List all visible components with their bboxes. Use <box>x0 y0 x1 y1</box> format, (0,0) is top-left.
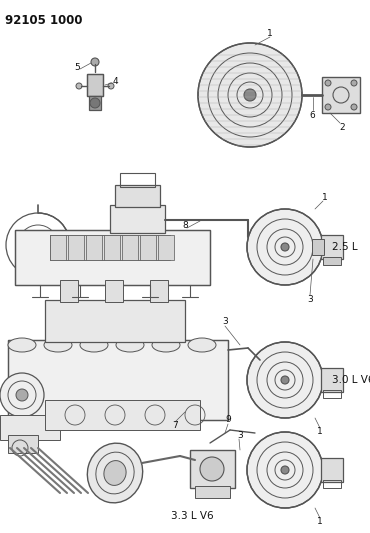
Circle shape <box>90 98 100 108</box>
Ellipse shape <box>104 461 126 486</box>
Bar <box>0 415 60 440</box>
Circle shape <box>76 83 82 89</box>
Bar <box>323 257 341 265</box>
Ellipse shape <box>188 338 216 352</box>
Bar <box>45 300 185 342</box>
Text: 92105 1000: 92105 1000 <box>5 14 83 27</box>
Bar <box>8 340 228 420</box>
Bar <box>60 280 78 302</box>
Bar <box>15 230 210 285</box>
Bar <box>321 458 343 482</box>
Text: 9: 9 <box>225 416 231 424</box>
Bar <box>45 400 200 430</box>
Text: 5: 5 <box>74 63 80 72</box>
Bar <box>50 235 170 260</box>
Bar <box>195 486 230 498</box>
Bar <box>8 340 228 420</box>
Circle shape <box>351 80 357 86</box>
Bar <box>87 74 103 96</box>
Circle shape <box>200 457 224 481</box>
Bar <box>322 77 360 113</box>
Text: 3: 3 <box>237 432 243 440</box>
Bar <box>120 173 155 187</box>
Bar <box>158 235 174 260</box>
Text: 1: 1 <box>267 28 273 37</box>
Bar <box>323 480 341 488</box>
Text: 1: 1 <box>322 192 328 201</box>
Bar <box>105 280 123 302</box>
Bar <box>321 235 343 259</box>
Bar <box>87 74 103 96</box>
Circle shape <box>91 58 99 66</box>
Text: 7: 7 <box>172 421 178 430</box>
Text: 3.0 L V6: 3.0 L V6 <box>332 375 370 385</box>
Bar <box>140 235 156 260</box>
Bar <box>190 450 235 488</box>
Text: 8: 8 <box>182 221 188 230</box>
Bar <box>89 96 101 110</box>
Circle shape <box>281 466 289 474</box>
Bar <box>312 239 324 255</box>
Bar <box>50 235 66 260</box>
Circle shape <box>325 80 331 86</box>
Ellipse shape <box>44 338 72 352</box>
Text: 1: 1 <box>317 427 323 437</box>
Bar <box>115 185 160 207</box>
Text: 3: 3 <box>307 295 313 303</box>
Ellipse shape <box>87 443 143 503</box>
Circle shape <box>108 83 114 89</box>
Ellipse shape <box>152 338 180 352</box>
Circle shape <box>281 243 289 251</box>
Text: 1: 1 <box>317 518 323 527</box>
Bar <box>323 390 341 398</box>
Bar <box>122 235 138 260</box>
Text: 3.3 L V6: 3.3 L V6 <box>171 511 213 521</box>
Circle shape <box>247 342 323 418</box>
Bar <box>104 235 120 260</box>
Text: 3: 3 <box>222 318 228 327</box>
Bar <box>8 435 38 453</box>
Circle shape <box>244 89 256 101</box>
Ellipse shape <box>80 338 108 352</box>
Bar <box>68 235 84 260</box>
Circle shape <box>198 43 302 147</box>
Ellipse shape <box>116 338 144 352</box>
Bar <box>150 280 168 302</box>
Circle shape <box>325 104 331 110</box>
Bar <box>110 205 165 233</box>
Circle shape <box>281 376 289 384</box>
Ellipse shape <box>8 338 36 352</box>
Bar <box>15 230 210 285</box>
Bar <box>86 235 102 260</box>
Bar <box>321 368 343 392</box>
Circle shape <box>247 432 323 508</box>
Text: 4: 4 <box>112 77 118 86</box>
Circle shape <box>351 104 357 110</box>
Circle shape <box>0 373 44 417</box>
Circle shape <box>16 389 28 401</box>
Text: 2.5 L: 2.5 L <box>332 242 358 252</box>
Text: 2: 2 <box>339 123 345 132</box>
Text: 6: 6 <box>309 110 315 119</box>
Circle shape <box>247 209 323 285</box>
